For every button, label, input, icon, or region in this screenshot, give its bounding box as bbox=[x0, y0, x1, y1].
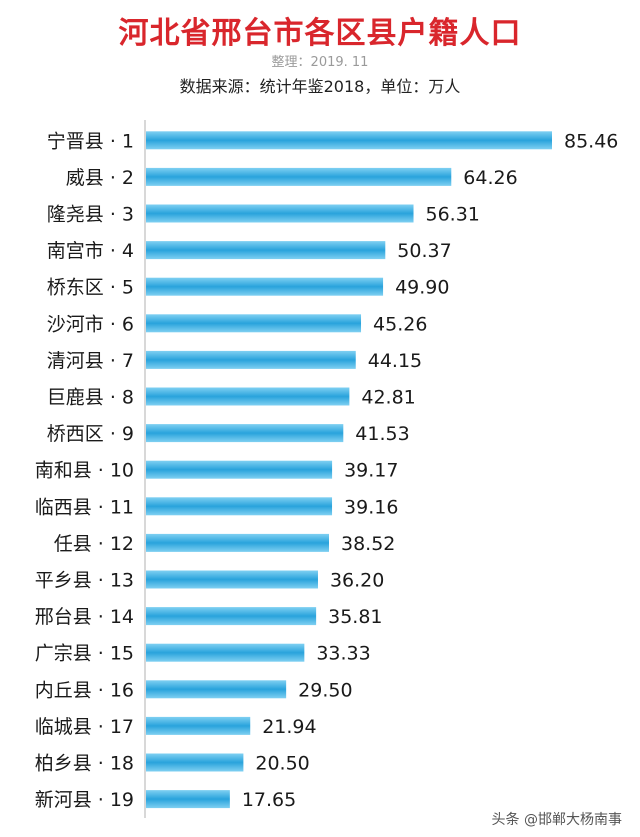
category-label: 邢台县 · 14 bbox=[35, 606, 134, 628]
category-label: 广宗县 · 15 bbox=[35, 643, 134, 665]
value-label: 64.26 bbox=[463, 167, 517, 189]
value-label: 21.94 bbox=[262, 716, 316, 738]
category-label: 临城县 · 17 bbox=[35, 716, 134, 738]
value-label: 39.16 bbox=[344, 496, 398, 518]
category-label: 平乡县 · 13 bbox=[35, 570, 134, 592]
bar bbox=[146, 790, 230, 809]
data-source-note: 数据来源：统计年鉴2018，单位：万人 bbox=[179, 77, 461, 96]
bar bbox=[146, 241, 386, 260]
bar bbox=[146, 350, 356, 369]
bar bbox=[146, 204, 414, 223]
category-label: 桥东区 · 5 bbox=[47, 277, 134, 299]
value-label: 20.50 bbox=[255, 753, 309, 775]
bar bbox=[146, 387, 350, 406]
category-label: 南和县 · 10 bbox=[35, 460, 134, 482]
bar bbox=[146, 167, 452, 186]
value-label: 49.90 bbox=[395, 277, 449, 299]
bar bbox=[146, 424, 344, 443]
value-label: 33.33 bbox=[316, 643, 370, 665]
bar bbox=[146, 497, 333, 516]
category-label: 沙河市 · 6 bbox=[47, 313, 134, 335]
bar bbox=[146, 314, 362, 333]
category-label: 清河县 · 7 bbox=[47, 350, 134, 372]
chart-subtitle: 整理：2019. 11 bbox=[271, 55, 369, 70]
chart-title: 河北省邢台市各区县户籍人口 bbox=[118, 16, 522, 51]
category-label: 新河县 · 19 bbox=[35, 789, 134, 811]
value-label: 38.52 bbox=[341, 533, 395, 555]
bar bbox=[146, 131, 552, 150]
watermark: 头条 @邯郸大杨南事 bbox=[492, 809, 622, 829]
value-label: 17.65 bbox=[242, 789, 296, 811]
category-label: 内丘县 · 16 bbox=[35, 679, 134, 701]
bar bbox=[146, 643, 305, 662]
category-label: 临西县 · 11 bbox=[35, 496, 134, 518]
value-label: 44.15 bbox=[368, 350, 422, 372]
value-label: 56.31 bbox=[426, 204, 480, 226]
bar bbox=[146, 533, 329, 552]
bar bbox=[146, 607, 317, 626]
bar bbox=[146, 716, 251, 735]
value-label: 45.26 bbox=[373, 313, 427, 335]
value-label: 85.46 bbox=[564, 130, 618, 152]
category-label: 南宫市 · 4 bbox=[47, 240, 134, 262]
bar bbox=[146, 570, 318, 589]
value-label: 42.81 bbox=[361, 387, 415, 409]
value-label: 50.37 bbox=[397, 240, 451, 262]
value-label: 39.17 bbox=[344, 460, 398, 482]
category-label: 柏乡县 · 18 bbox=[35, 753, 134, 775]
watermark-text: 头条 @邯郸大杨南事 bbox=[491, 812, 622, 828]
bar bbox=[146, 753, 244, 772]
category-label: 隆尧县 · 3 bbox=[47, 204, 134, 226]
category-label: 任县 · 12 bbox=[54, 533, 134, 555]
category-label: 巨鹿县 · 8 bbox=[47, 387, 134, 409]
category-label: 宁晋县 · 1 bbox=[47, 130, 134, 152]
category-label: 桥西区 · 9 bbox=[47, 423, 134, 445]
value-label: 41.53 bbox=[355, 423, 409, 445]
category-label: 威县 · 2 bbox=[66, 167, 134, 189]
bar bbox=[146, 460, 333, 479]
bar bbox=[146, 680, 287, 699]
value-label: 36.20 bbox=[330, 570, 384, 592]
value-label: 35.81 bbox=[328, 606, 382, 628]
value-label: 29.50 bbox=[298, 679, 352, 701]
bar bbox=[146, 277, 384, 296]
